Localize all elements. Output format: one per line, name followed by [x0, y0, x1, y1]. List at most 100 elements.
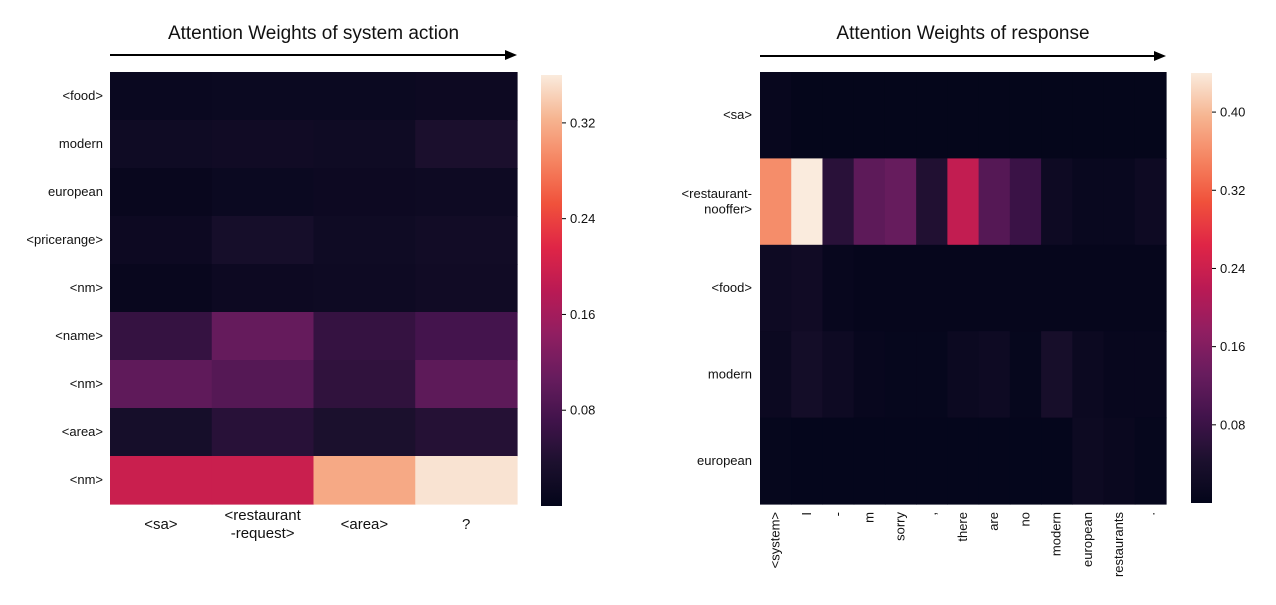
y-tick-label: modern: [59, 136, 103, 151]
heatmap-cell: [1041, 72, 1073, 159]
heatmap-cell: [1103, 417, 1136, 505]
heatmap-cell: [211, 312, 315, 361]
heatmap-cell: [1009, 72, 1042, 159]
y-tick-label: <nm>: [70, 472, 103, 487]
heatmap-cell: [415, 312, 518, 361]
heatmap-cell: [1103, 72, 1136, 159]
heatmap-cell: [110, 72, 213, 121]
heatmap-cell: [1103, 158, 1136, 246]
colorbar-tick-label: 0.32: [570, 115, 595, 130]
x-tick-label: ?: [462, 516, 470, 533]
x-tick-label: there: [955, 512, 970, 542]
heatmap-cell: [211, 216, 315, 265]
heatmap-cell: [1072, 331, 1105, 419]
heatmap-cell: [760, 72, 792, 159]
heatmap-cell: [313, 120, 416, 169]
heatmap-cell: [1134, 331, 1167, 419]
heatmap-cell: [947, 158, 980, 246]
heatmap-cell: [110, 408, 213, 457]
heatmap-cell: [1134, 158, 1167, 246]
heatmap-cell: [110, 312, 213, 361]
heatmap-cell: [884, 72, 917, 159]
heatmap-cell: [1134, 72, 1167, 159]
x-tick-label: no: [1017, 512, 1032, 526]
heatmap-cell: [853, 244, 886, 332]
y-tick-label: <pricerange>: [26, 232, 103, 247]
arrow-head-icon: [505, 50, 517, 60]
heatmap-cell: [916, 158, 948, 246]
heatmap-cell: [760, 417, 792, 505]
x-tick-label: I: [799, 512, 814, 516]
colorbar: [1191, 73, 1212, 503]
heatmap-cell: [1009, 331, 1042, 419]
heatmap-cell: [211, 120, 315, 169]
heatmap-cell: [791, 72, 824, 159]
heatmap-cell: [313, 216, 416, 265]
y-tick-label: <nm>: [70, 280, 103, 295]
heatmap-cell: [1103, 331, 1136, 419]
heatmap-cell: [313, 264, 416, 313]
heatmap-cell: [978, 417, 1011, 505]
heatmap-cell: [1072, 417, 1105, 505]
y-tick-label: european: [48, 184, 103, 199]
colorbar: [541, 75, 562, 506]
heatmap-cell: [415, 456, 518, 505]
chart-title: Attention Weights of system action: [168, 23, 459, 44]
heatmap-cell: [313, 456, 416, 505]
colorbar-tick-label: 0.08: [1220, 417, 1245, 432]
heatmap-panel-1: Attention Weights of system action <food>…: [26, 23, 595, 542]
heatmap-cell: [110, 456, 213, 505]
heatmap-cell: [211, 456, 315, 505]
heatmap-cell: [822, 331, 855, 419]
heatmap-cell: [211, 264, 315, 313]
heatmap-cell: [822, 244, 855, 332]
x-tick-label: ,: [924, 512, 939, 516]
heatmap-cell: [853, 158, 886, 246]
heatmap-cell: [415, 216, 518, 265]
heatmap-cell: [916, 244, 948, 332]
heatmap-cell: [211, 72, 315, 121]
x-tick-label: <sa>: [144, 516, 178, 533]
heatmap-cell: [791, 158, 824, 246]
x-tick-label: .: [1142, 512, 1157, 516]
arrow-head-icon: [1154, 51, 1166, 61]
heatmap-cell: [415, 360, 518, 409]
heatmap-cell: [1041, 158, 1073, 246]
heatmap-cell: [916, 331, 948, 419]
x-tick-label: <restaurant -request>: [224, 507, 301, 542]
heatmap-cell: [110, 120, 213, 169]
heatmap-cell: [1041, 417, 1073, 505]
y-tick-label: modern: [708, 366, 752, 381]
heatmap-cell: [947, 417, 980, 505]
heatmap-cell: [415, 120, 518, 169]
heatmap-cell: [110, 264, 213, 313]
x-tick-label: -: [830, 512, 845, 516]
heatmap-cell: [110, 360, 213, 409]
y-tick-label: <food>: [712, 280, 753, 295]
heatmap-cell: [978, 158, 1011, 246]
heatmap-cell: [313, 168, 416, 217]
heatmap-cell: [1072, 158, 1105, 246]
heatmap-cell: [947, 244, 980, 332]
heatmap-cell: [978, 72, 1011, 159]
x-tick-label: <system>: [768, 512, 783, 568]
heatmap-cell: [415, 408, 518, 457]
x-tick-label: <area>: [341, 516, 389, 533]
heatmap-cell: [791, 417, 824, 505]
chart-title: Attention Weights of response: [836, 23, 1089, 44]
x-tick-label: modern: [1049, 512, 1064, 556]
heatmap-cell: [1134, 244, 1167, 332]
heatmap-cell: [1072, 72, 1105, 159]
heatmap-cell: [822, 158, 855, 246]
heatmap-cell: [1041, 244, 1073, 332]
heatmap-cell: [916, 417, 948, 505]
heatmap-cell: [916, 72, 948, 159]
heatmap-cell: [978, 244, 1011, 332]
colorbar-tick-label: 0.08: [570, 403, 595, 418]
y-tick-label: <nm>: [70, 376, 103, 391]
x-tick-label: are: [986, 512, 1001, 531]
colorbar-tick-label: 0.40: [1220, 105, 1245, 120]
heatmap-cell: [415, 264, 518, 313]
